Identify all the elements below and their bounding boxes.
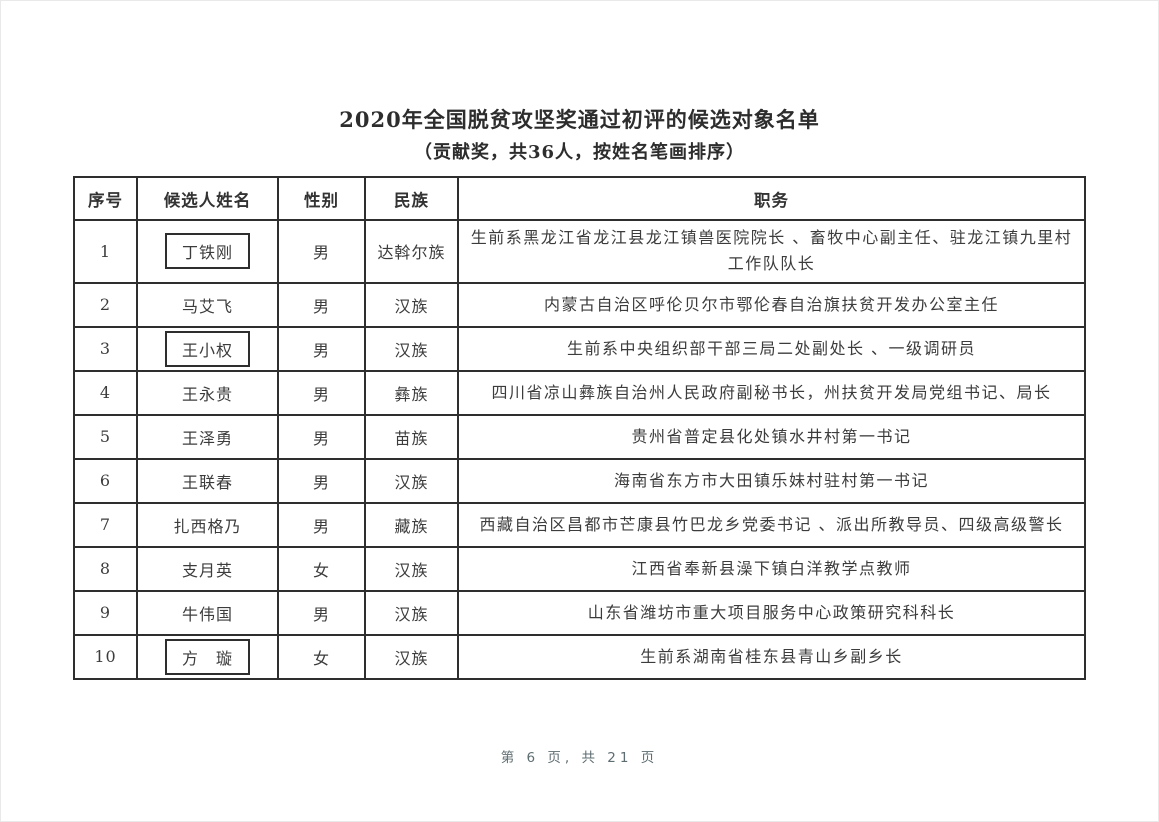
candidate-name: 王联春 [181, 472, 233, 492]
cell-serial-number: 9 [73, 589, 138, 636]
cell-position: 生前系中央组织部干部三局二处副处长 、一级调研员 [457, 325, 1086, 372]
cell-gender: 男 [277, 589, 366, 636]
cell-serial-number: 3 [73, 325, 138, 372]
candidate-name: 丁铁刚 [164, 233, 250, 270]
page-subtitle: （贡献奖，共36人，按姓名笔画排序） [413, 142, 746, 163]
table-row: 9 牛伟国 男 汉族 山东省潍坊市重大项目服务中心政策研究科科长 [73, 589, 1086, 636]
title-block: 2020年全国脱贫攻坚奖通过初评的候选对象名单 （贡献奖，共36人，按姓名笔画排… [1, 104, 1158, 164]
cell-serial-number: 8 [73, 545, 138, 592]
table-row: 5 王泽勇 男 苗族 贵州省普定县化处镇水井村第一书记 [73, 413, 1086, 460]
candidate-name: 支月英 [181, 560, 233, 580]
column-header-name: 候选人姓名 [136, 176, 279, 221]
candidate-name: 牛伟国 [181, 604, 233, 624]
cell-candidate-name: 扎西格乃 [136, 501, 279, 548]
table-row: 7 扎西格乃 男 藏族 西藏自治区昌都市芒康县竹巴龙乡党委书记 、派出所教导员、… [73, 501, 1086, 548]
cell-candidate-name: 王永贵 [136, 369, 279, 416]
cell-ethnicity: 达斡尔族 [364, 219, 459, 284]
cell-candidate-name: 牛伟国 [136, 589, 279, 636]
cell-candidate-name: 方 璇 [136, 633, 279, 680]
table-row: 1 丁铁刚 男 达斡尔族 生前系黑龙江省龙江县龙江镇兽医院院长 、畜牧中心副主任… [73, 219, 1086, 284]
cell-serial-number: 10 [73, 633, 138, 680]
candidate-name: 马艾飞 [181, 296, 233, 316]
table-row: 4 王永贵 男 彝族 四川省凉山彝族自治州人民政府副秘书长，州扶贫开发局党组书记… [73, 369, 1086, 416]
cell-serial-number: 1 [73, 219, 138, 284]
table-row: 3 王小权 男 汉族 生前系中央组织部干部三局二处副处长 、一级调研员 [73, 325, 1086, 372]
cell-ethnicity: 藏族 [364, 501, 459, 548]
cell-candidate-name: 丁铁刚 [136, 219, 279, 284]
cell-serial-number: 7 [73, 501, 138, 548]
cell-position: 四川省凉山彝族自治州人民政府副秘书长，州扶贫开发局党组书记、局长 [457, 369, 1086, 416]
column-header-gender: 性别 [277, 176, 366, 221]
candidate-table: 序号 候选人姓名 性别 民族 职务 1 丁铁刚 男 达斡尔族 生前系黑龙江省龙江… [73, 176, 1086, 680]
cell-gender: 男 [277, 219, 366, 284]
cell-candidate-name: 王小权 [136, 325, 279, 372]
cell-position: 西藏自治区昌都市芒康县竹巴龙乡党委书记 、派出所教导员、四级高级警长 [457, 501, 1086, 548]
table-header-row: 序号 候选人姓名 性别 民族 职务 [73, 176, 1086, 221]
table-row: 8 支月英 女 汉族 江西省奉新县澡下镇白洋教学点教师 [73, 545, 1086, 592]
cell-gender: 男 [277, 281, 366, 328]
candidate-name: 扎西格乃 [173, 516, 242, 536]
cell-ethnicity: 汉族 [364, 281, 459, 328]
cell-candidate-name: 王泽勇 [136, 413, 279, 460]
cell-gender: 女 [277, 633, 366, 680]
column-header-ethnicity: 民族 [364, 176, 459, 221]
cell-position: 山东省潍坊市重大项目服务中心政策研究科科长 [457, 589, 1086, 636]
cell-serial-number: 2 [73, 281, 138, 328]
cell-ethnicity: 苗族 [364, 413, 459, 460]
cell-ethnicity: 彝族 [364, 369, 459, 416]
cell-ethnicity: 汉族 [364, 545, 459, 592]
cell-candidate-name: 马艾飞 [136, 281, 279, 328]
cell-serial-number: 6 [73, 457, 138, 504]
cell-serial-number: 4 [73, 369, 138, 416]
column-header-position: 职务 [457, 176, 1086, 221]
table-row: 10 方 璇 女 汉族 生前系湖南省桂东县青山乡副乡长 [73, 633, 1086, 680]
cell-position: 生前系黑龙江省龙江县龙江镇兽医院院长 、畜牧中心副主任、驻龙江镇九里村工作队队长 [457, 219, 1086, 284]
cell-position: 贵州省普定县化处镇水井村第一书记 [457, 413, 1086, 460]
cell-candidate-name: 王联春 [136, 457, 279, 504]
column-header-no: 序号 [73, 176, 138, 221]
cell-candidate-name: 支月英 [136, 545, 279, 592]
cell-gender: 男 [277, 369, 366, 416]
table-row: 6 王联春 男 汉族 海南省东方市大田镇乐妹村驻村第一书记 [73, 457, 1086, 504]
cell-gender: 男 [277, 325, 366, 372]
candidate-name: 王泽勇 [181, 428, 233, 448]
table-row: 2 马艾飞 男 汉族 内蒙古自治区呼伦贝尔市鄂伦春自治旗扶贫开发办公室主任 [73, 281, 1086, 328]
cell-position: 海南省东方市大田镇乐妹村驻村第一书记 [457, 457, 1086, 504]
cell-gender: 女 [277, 545, 366, 592]
cell-ethnicity: 汉族 [364, 325, 459, 372]
page-title: 2020年全国脱贫攻坚奖通过初评的候选对象名单 [339, 107, 820, 132]
table-body: 1 丁铁刚 男 达斡尔族 生前系黑龙江省龙江县龙江镇兽医院院长 、畜牧中心副主任… [73, 219, 1086, 680]
cell-gender: 男 [277, 457, 366, 504]
cell-position: 江西省奉新县澡下镇白洋教学点教师 [457, 545, 1086, 592]
cell-position: 内蒙古自治区呼伦贝尔市鄂伦春自治旗扶贫开发办公室主任 [457, 281, 1086, 328]
cell-ethnicity: 汉族 [364, 457, 459, 504]
cell-gender: 男 [277, 413, 366, 460]
candidate-name: 王小权 [164, 330, 250, 367]
cell-position: 生前系湖南省桂东县青山乡副乡长 [457, 633, 1086, 680]
cell-ethnicity: 汉族 [364, 589, 459, 636]
cell-gender: 男 [277, 501, 366, 548]
cell-serial-number: 5 [73, 413, 138, 460]
page-number-footer: 第 6 页, 共 21 页 [500, 749, 659, 766]
cell-ethnicity: 汉族 [364, 633, 459, 680]
candidate-name: 王永贵 [181, 384, 233, 404]
candidate-name: 方 璇 [164, 638, 250, 675]
